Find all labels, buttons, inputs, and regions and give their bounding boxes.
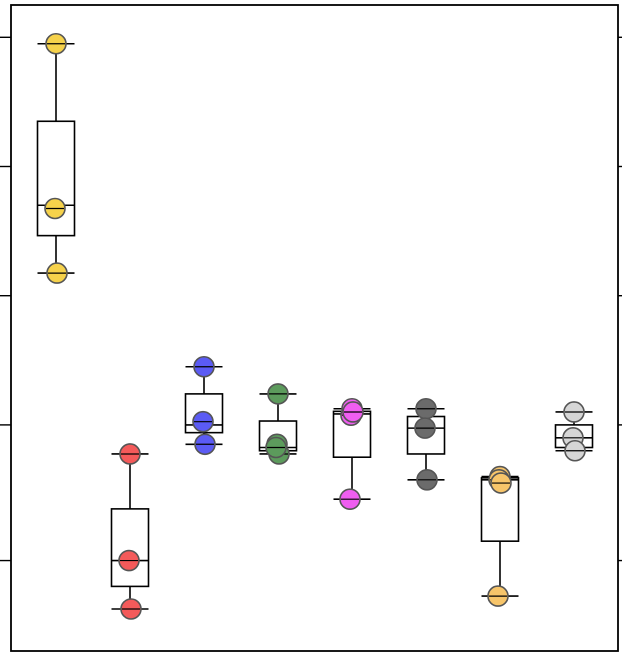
box-group-1 — [110, 443, 150, 620]
box-group-4 — [332, 397, 372, 510]
box-group-0 — [36, 32, 76, 284]
box-group-6 — [480, 465, 520, 607]
box-group-5 — [406, 397, 446, 491]
box-group-3 — [258, 383, 298, 465]
plot-frame — [10, 4, 619, 652]
series-layer — [36, 32, 594, 620]
box-group-2 — [184, 355, 224, 456]
box-group-7 — [554, 401, 594, 462]
y-axis-ticks — [0, 36, 622, 562]
box-1 — [110, 508, 150, 588]
